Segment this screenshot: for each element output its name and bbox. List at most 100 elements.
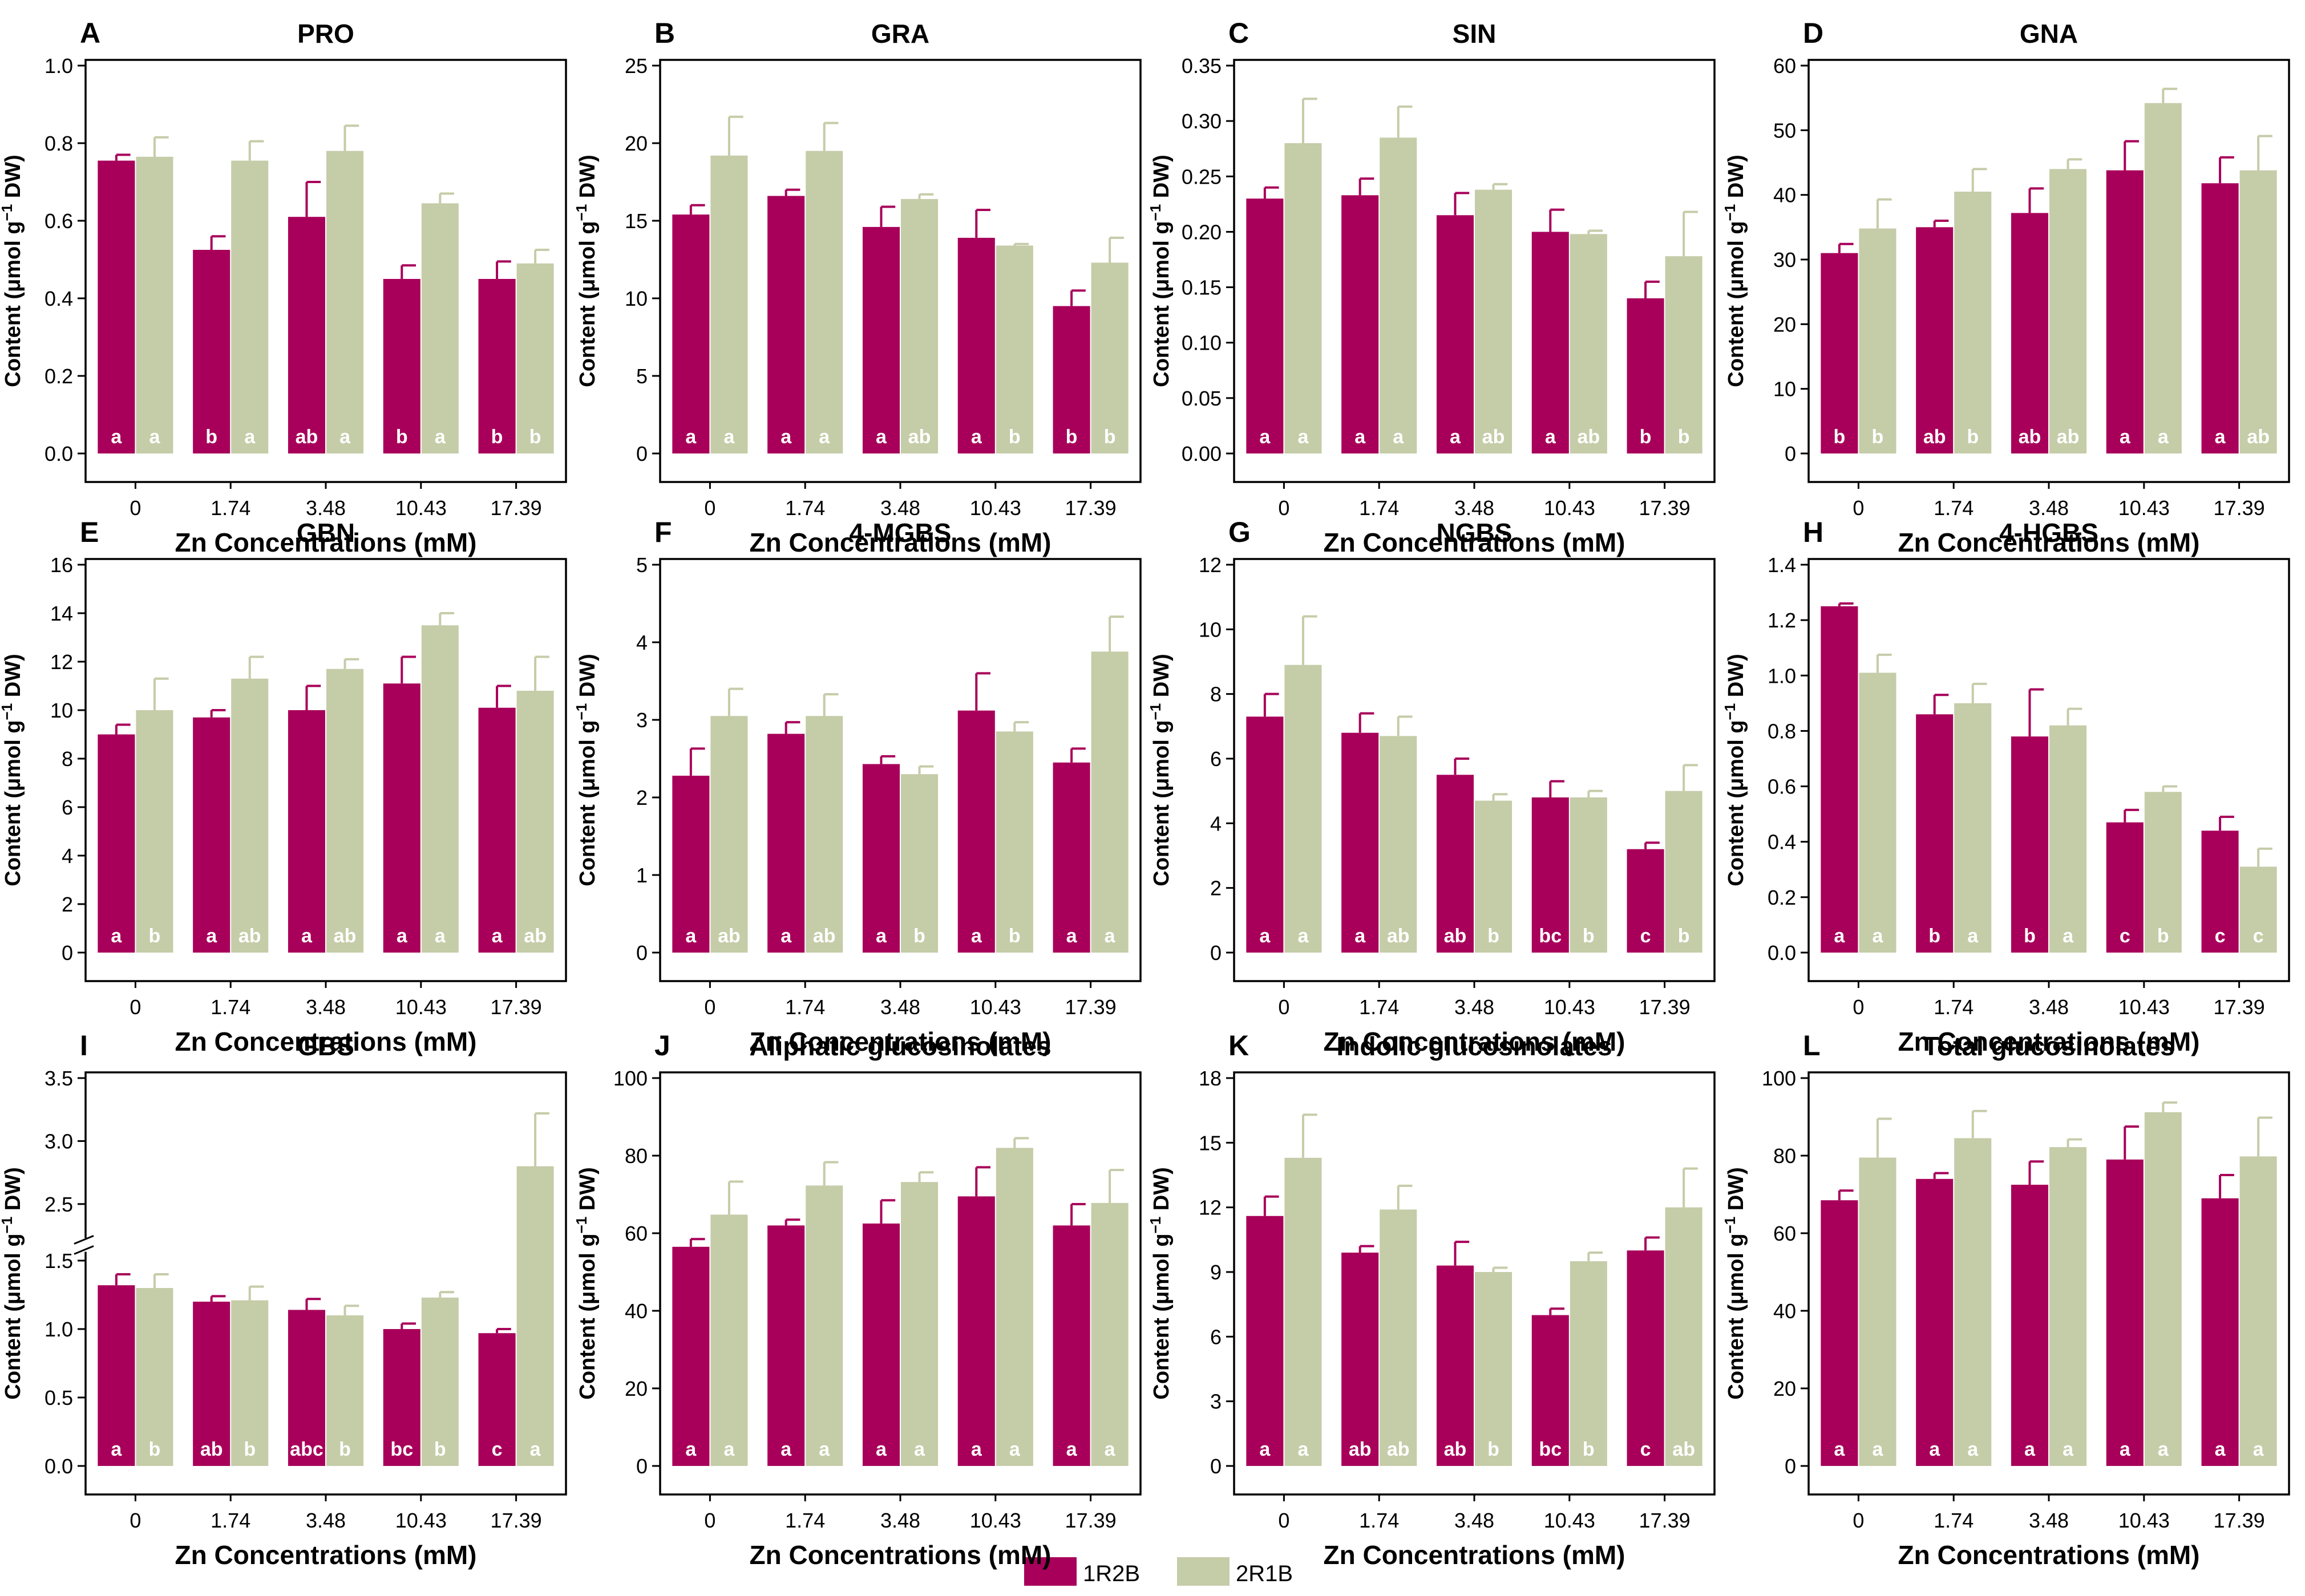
bar [1380,137,1417,454]
x-tick-label: 10.43 [2118,496,2170,520]
bar [710,716,748,953]
x-axis-label: Zn Concentrations (mM) [750,1027,1052,1056]
bar [996,731,1033,953]
significance-letter: a [781,1439,792,1460]
bar [1436,215,1474,453]
y-tick-label: 18 [1199,1067,1222,1090]
y-axis-label: Content (μmol g−1 DW) [0,654,25,886]
significance-letter: b [396,426,408,448]
significance-letter: ab [718,925,741,947]
significance-letter: bc [390,1439,413,1460]
bar [901,1182,939,1466]
chart-title: SIN [1453,19,1497,48]
bar [2144,103,2182,453]
significance-letter: ab [524,925,547,947]
y-tick-label: 0.0 [45,1455,73,1478]
y-tick-label: 10 [625,287,648,310]
panel-e: E GBN 0 2 4 6 8 10 12 14 16 Content (μmol g−1 DW) Zn… [0,516,567,1056]
y-tick-label: 0.4 [45,287,73,310]
bar [326,151,364,454]
chart-title: 4-MGBS [850,518,952,548]
y-tick-label: 1 [636,864,648,887]
y-axis-label: Content (μmol g−1 DW) [1147,1167,1174,1400]
y-tick-label: 10 [1199,618,1222,641]
significance-letter: ab [238,925,261,947]
chart-title: PRO [297,19,354,48]
x-tick-label: 17.39 [2214,496,2265,520]
y-tick-label: 2 [1210,877,1222,900]
bar [901,199,939,453]
panel-letter: A [80,17,100,49]
bar [1436,775,1474,953]
bar [2201,1198,2239,1466]
x-tick-label: 1.74 [211,995,250,1019]
y-tick-label: 0.5 [45,1386,73,1409]
x-tick-label: 10.43 [2118,1509,2170,1532]
bar [672,214,710,453]
significance-letter: b [1678,925,1690,947]
x-tick-label: 1.74 [1359,1509,1399,1532]
y-tick-label: 0.30 [1182,110,1222,133]
y-tick-label: 12 [1199,553,1222,577]
significance-letter: a [2158,426,2169,448]
bar [2239,170,2277,453]
panel-d: D GNA 0 10 20 30 40 50 60 Content (μmol g−1 DW) Zn… [1721,17,2290,557]
bar [1665,1207,1703,1466]
y-tick-label: 0 [62,941,73,965]
significance-letter: a [1259,925,1271,947]
bar [516,263,554,453]
panel-f: F 4-MGBS 0 1 2 3 4 5 Content (μmol g−1 DW) Zn Con… [573,516,1142,1056]
x-tick-label: 10.43 [395,995,447,1019]
significance-letter: b [1640,426,1652,448]
significance-letter: b [2157,925,2169,947]
x-tick-label: 1.74 [1359,995,1399,1019]
panel-h: H 4-HGBS 0.0 0.2 0.4 0.6 0.8 1.0 1.2 1.4 Content (… [1721,516,2290,1056]
panel-j: J Aliphatic glucosinolates 0 20 40 60 80 100 Con… [573,1030,1142,1570]
significance-letter: ab [908,426,931,448]
significance-letter: ab [1672,1439,1695,1460]
bar [1821,253,1858,453]
significance-letter: a [723,426,735,448]
y-tick-label: 14 [50,602,73,625]
x-tick-label: 1.74 [211,496,250,520]
significance-letter: a [2215,1439,2226,1460]
x-tick-label: 0 [1278,496,1289,520]
bar [862,764,900,953]
significance-letter: b [1583,1439,1595,1460]
bar [710,155,748,453]
panel-letter: B [654,17,675,49]
y-tick-label: 2 [62,893,73,916]
x-tick-label: 3.48 [2029,995,2069,1019]
bar [421,203,459,453]
x-tick-label: 0 [1853,496,1864,520]
panel-l: L Total glucosinolates 0 20 40 60 80 100 Content… [1721,1030,2290,1570]
y-tick-label: 20 [625,1377,648,1400]
bar [1380,1209,1417,1466]
y-tick-label: 15 [625,209,648,233]
y-tick-label: 8 [1210,683,1222,706]
panel-letter: G [1228,516,1251,548]
significance-letter: a [876,925,887,947]
panel-letter: J [654,1030,670,1062]
significance-letter: b [1928,925,1940,947]
panel-a: A PRO 0.0 0.2 0.4 0.6 0.8 1.0 Content (μmol g−1 … [0,17,567,557]
y-tick-label: 0.15 [1182,276,1222,299]
x-tick-label: 17.39 [491,1509,542,1532]
y-tick-label: 2 [636,786,648,809]
y-tick-label: 6 [1210,747,1222,771]
significance-letter: ab [1482,426,1505,448]
bar [1531,232,1569,453]
significance-letter: a [149,426,160,448]
bar [672,1246,710,1466]
y-tick-label: 0.4 [1768,831,1796,854]
bar [421,625,459,953]
significance-letter: ab [1444,1439,1467,1460]
significance-letter: a [1297,426,1309,448]
significance-letter: a [2120,426,2131,448]
x-tick-label: 1.74 [785,1509,825,1532]
y-tick-label: 80 [1773,1144,1796,1168]
bar [2106,170,2144,453]
x-tick-label: 3.48 [1454,995,1494,1019]
x-tick-label: 3.48 [880,995,920,1019]
significance-letter: ab [2057,426,2080,448]
